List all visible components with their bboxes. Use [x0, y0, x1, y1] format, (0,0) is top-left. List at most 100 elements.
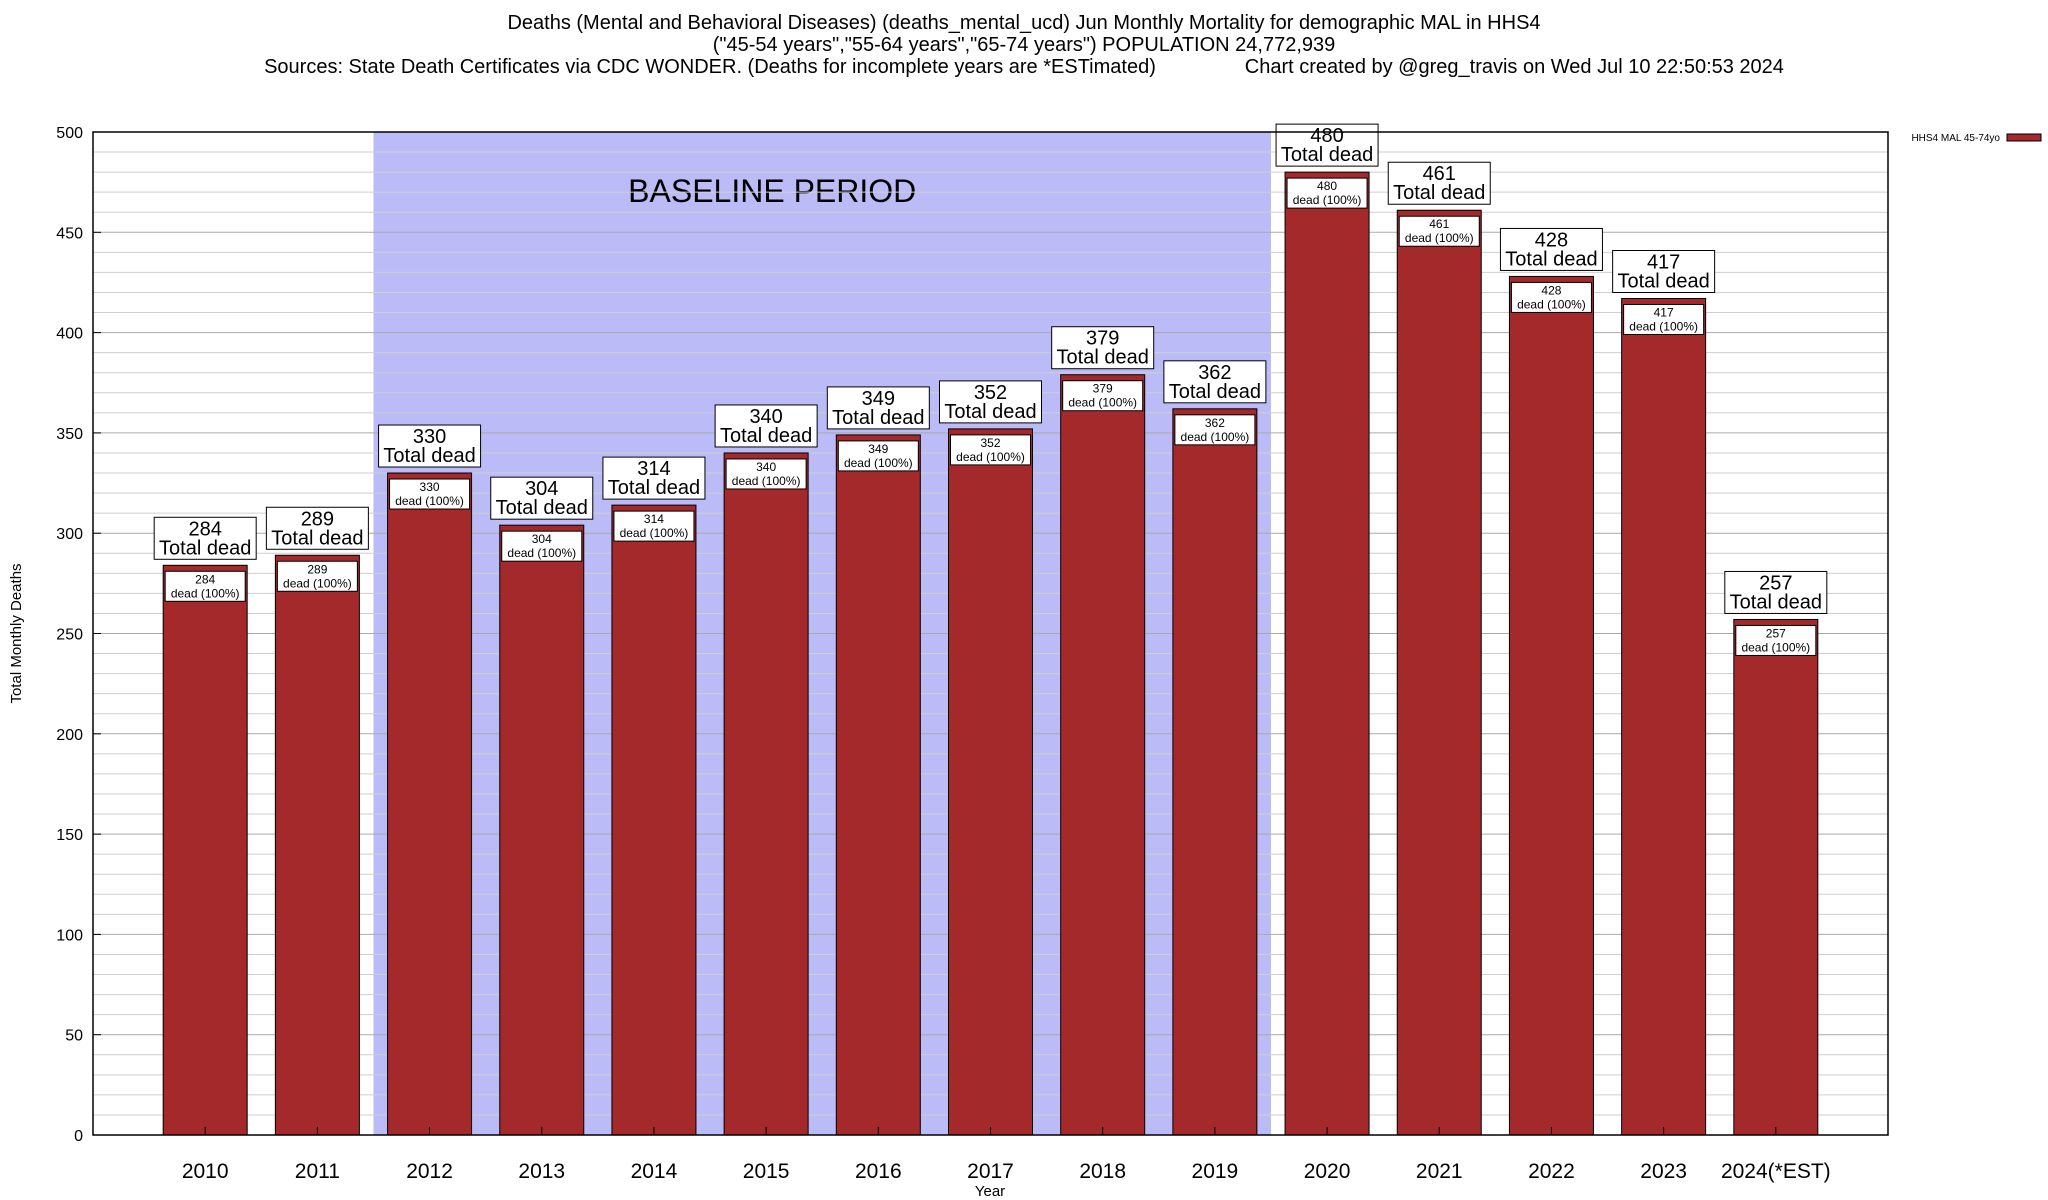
bar-total-text-label: Total dead: [159, 537, 251, 559]
bar: [948, 428, 1033, 1136]
x-tick-label: 2012: [406, 1160, 453, 1183]
bar-inner-percent-label: dead (100%): [171, 586, 240, 600]
x-tick-label: 2018: [1079, 1160, 1126, 1183]
bar-inner-value-label: 461: [1429, 217, 1449, 231]
bar-total-label-box: [378, 424, 482, 468]
bar-inner-percent-label: dead (100%): [1517, 297, 1586, 311]
bar-inner-label-box: [276, 560, 358, 592]
bar-total-text-label: Total dead: [1730, 591, 1822, 613]
bar-inner-value-label: 349: [868, 442, 888, 456]
bar-total-text-label: Total dead: [608, 477, 700, 499]
bar-total-value-label: 461: [1423, 163, 1456, 185]
bar-total-label-box: [1387, 161, 1491, 205]
bar-total-value-label: 362: [1198, 362, 1231, 384]
bar-inner-value-label: 314: [644, 512, 664, 526]
bar-total-value-label: 314: [637, 458, 670, 480]
bar-total-value-label: 352: [974, 382, 1007, 404]
bar-total-text-label: Total dead: [720, 425, 812, 447]
bar-total-text-label: Total dead: [944, 401, 1036, 423]
bar-total-value-label: 289: [301, 508, 334, 530]
y-tick-label: 350: [56, 426, 83, 443]
bar-total-label-box: [826, 386, 930, 430]
bar: [1733, 618, 1819, 1136]
bar-total-value-label: 340: [749, 406, 782, 428]
bar-inner-percent-label: dead (100%): [395, 494, 464, 508]
bar-total-value-label: 417: [1647, 251, 1680, 273]
x-tick-label: 2020: [1304, 1160, 1351, 1183]
y-tick-label: 450: [56, 225, 83, 242]
x-tick-label: 2021: [1416, 1160, 1463, 1183]
bar: [162, 564, 248, 1136]
bar: [1508, 275, 1594, 1136]
bar: [611, 504, 697, 1136]
bar-inner-percent-label: dead (100%): [1405, 231, 1474, 245]
bar-inner-label-box: [501, 530, 583, 562]
x-tick-label: 2016: [855, 1160, 902, 1183]
bar-inner-percent-label: dead (100%): [1181, 430, 1250, 444]
bar-inner-label-box: [1623, 303, 1705, 335]
bar-total-text-label: Total dead: [1393, 182, 1485, 204]
bar-total-value-label: 480: [1310, 125, 1343, 147]
bar-inner-percent-label: dead (100%): [732, 474, 801, 488]
x-axis-label: Year: [975, 1183, 1005, 1200]
y-tick-label: 300: [56, 526, 83, 543]
bar-total-value-label: 330: [413, 426, 446, 448]
x-tick-label: 2011: [295, 1160, 340, 1183]
x-tick-label: 2022: [1528, 1160, 1575, 1183]
title-line-3: Sources: State Death Certificates via CD…: [264, 56, 1784, 78]
bar-inner-percent-label: dead (100%): [620, 526, 689, 540]
bar-total-text-label: Total dead: [383, 445, 475, 467]
bar-total-label-box: [939, 380, 1042, 424]
legend-swatch: [2006, 133, 2042, 142]
y-tick-label: 0: [74, 1128, 83, 1145]
bar: [835, 434, 921, 1136]
bar-inner-percent-label: dead (100%): [1629, 319, 1698, 333]
bar: [723, 452, 809, 1136]
bar-inner-percent-label: dead (100%): [1068, 396, 1137, 410]
bar-inner-percent-label: dead (100%): [1741, 640, 1810, 654]
bar-total-label-box: [265, 506, 369, 550]
bar-total-text-label: Total dead: [496, 497, 588, 519]
bar-total-label-box: [602, 456, 706, 500]
bar-inner-label-box: [725, 458, 807, 490]
bar-inner-label-box: [613, 510, 695, 542]
y-axis-label: Total Monthly Deaths: [8, 563, 25, 703]
bar-total-label-box: [1724, 570, 1828, 614]
bar-inner-percent-label: dead (100%): [844, 456, 913, 470]
y-tick-label: 200: [56, 727, 83, 744]
bar-inner-label-box: [1735, 624, 1817, 656]
bar-inner-percent-label: dead (100%): [956, 450, 1025, 464]
bar-total-text-label: Total dead: [1057, 347, 1149, 369]
bar-total-value-label: 428: [1535, 229, 1568, 251]
legend-label: HHS4 MAL 45-74yo: [1911, 133, 2000, 144]
bar-total-label-box: [1499, 227, 1603, 271]
bar-inner-label-box: [164, 570, 246, 602]
x-tick-label: 2019: [1192, 1160, 1239, 1183]
bar-inner-value-label: 257: [1766, 626, 1786, 640]
bar: [1621, 297, 1707, 1136]
y-tick-label: 400: [56, 326, 83, 343]
bar-inner-value-label: 417: [1654, 305, 1674, 319]
title-line-2: ("45-54 years","55-64 years","65-74 year…: [712, 34, 1336, 56]
bar-total-label-box: [153, 516, 257, 560]
bar-inner-label-box: [1398, 215, 1480, 247]
bar: [274, 554, 360, 1136]
bar-total-text-label: Total dead: [1505, 248, 1597, 270]
bar-total-value-label: 284: [189, 518, 222, 540]
bar-inner-label-box: [837, 440, 919, 472]
bar-inner-label-box: [1510, 281, 1592, 313]
bar: [387, 472, 473, 1136]
bar-inner-value-label: 284: [195, 572, 215, 586]
bar-inner-value-label: 340: [756, 460, 776, 474]
bar-total-text-label: Total dead: [1169, 381, 1261, 403]
x-tick-label: 2014: [631, 1160, 678, 1183]
bar-inner-percent-label: dead (100%): [283, 576, 352, 590]
bar-total-label-box: [1275, 123, 1379, 167]
x-tick-label: 2023: [1640, 1160, 1687, 1183]
bar: [1060, 374, 1146, 1136]
y-tick-label: 500: [56, 125, 83, 142]
bar: [1172, 408, 1258, 1136]
plot-frame: [92, 131, 1889, 1136]
bar-total-label-box: [1612, 249, 1716, 293]
